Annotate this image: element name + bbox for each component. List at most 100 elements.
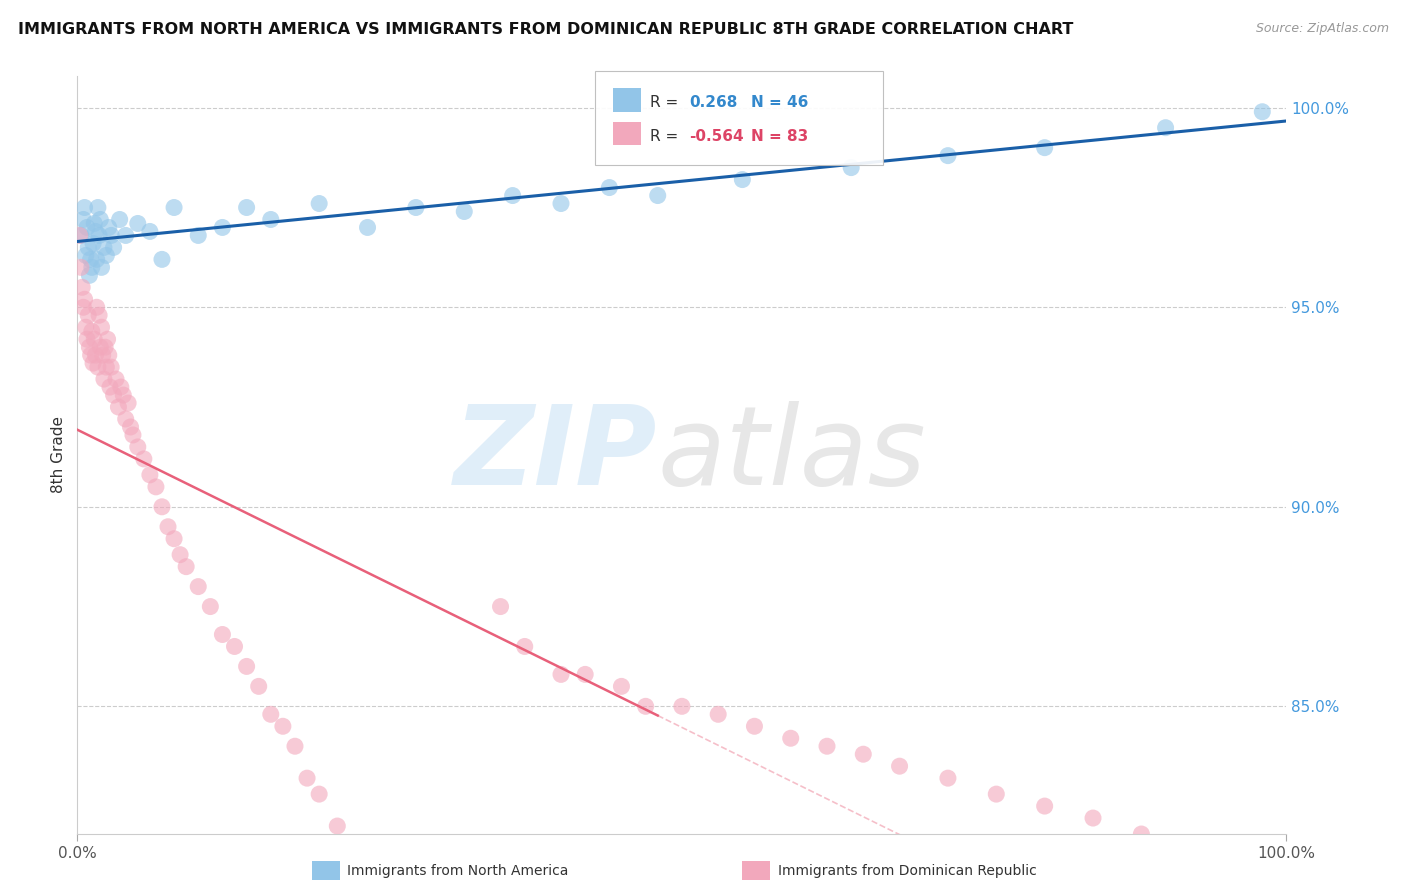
Point [94, 340, 117, 354]
Point [368, 867, 391, 881]
Text: ZIP: ZIP [454, 401, 658, 508]
Point [98, 380, 121, 394]
Point [308, 196, 330, 211]
Point [107, 400, 129, 414]
Point [93, 372, 115, 386]
Text: N = 83: N = 83 [751, 129, 808, 145]
Point [103, 388, 125, 402]
Point [69, 228, 91, 243]
Point [108, 212, 131, 227]
Point [326, 819, 349, 833]
Point [1081, 811, 1104, 825]
Point [80, 260, 103, 275]
Point [260, 212, 283, 227]
Point [405, 201, 427, 215]
Point [79, 268, 101, 283]
Point [132, 451, 155, 466]
Point [114, 412, 136, 426]
Text: Source: ZipAtlas.com: Source: ZipAtlas.com [1256, 22, 1389, 36]
Point [936, 771, 959, 785]
Point [610, 679, 633, 693]
Point [89, 212, 111, 227]
Point [936, 148, 959, 162]
Point [79, 348, 101, 362]
Point [77, 240, 100, 254]
Point [224, 640, 246, 654]
Point [308, 787, 330, 801]
Point [163, 201, 186, 215]
Point [247, 679, 270, 693]
Point [150, 500, 173, 514]
Point [77, 308, 100, 322]
Point [815, 739, 838, 754]
Point [112, 388, 135, 402]
Point [93, 240, 115, 254]
Point [513, 640, 536, 654]
Point [502, 188, 524, 202]
Point [117, 396, 139, 410]
Point [72, 300, 94, 314]
Point [90, 320, 112, 334]
Point [744, 719, 766, 733]
Point [72, 212, 94, 227]
Point [1033, 141, 1056, 155]
Point [91, 348, 114, 362]
Point [70, 280, 93, 294]
Y-axis label: 8th Grade: 8th Grade [51, 417, 66, 493]
Point [169, 548, 191, 562]
Point [70, 228, 93, 243]
Point [145, 480, 167, 494]
Point [76, 332, 98, 346]
Point [105, 372, 128, 386]
Point [139, 224, 162, 238]
Point [100, 360, 122, 375]
Point [157, 520, 180, 534]
Point [489, 599, 512, 614]
Point [986, 787, 1008, 801]
Text: 0.268: 0.268 [689, 95, 737, 111]
Point [139, 467, 162, 482]
Point [83, 332, 105, 346]
Point [73, 293, 96, 307]
Point [83, 217, 105, 231]
Point [96, 360, 118, 375]
Point [97, 220, 120, 235]
Point [87, 228, 110, 243]
Point [103, 240, 125, 254]
Point [75, 320, 97, 334]
Point [550, 667, 572, 681]
Point [76, 220, 98, 235]
Point [122, 428, 145, 442]
Point [671, 699, 693, 714]
Point [174, 559, 197, 574]
Point [110, 380, 132, 394]
Point [87, 201, 110, 215]
Text: -0.564: -0.564 [689, 129, 744, 145]
Point [87, 308, 110, 322]
Point [84, 224, 107, 238]
Point [284, 739, 307, 754]
Text: R =: R = [650, 129, 683, 145]
Point [96, 248, 118, 262]
Point [163, 532, 186, 546]
Point [1154, 120, 1177, 135]
Text: Immigrants from North America: Immigrants from North America [347, 863, 568, 878]
Point [550, 196, 572, 211]
Point [1130, 827, 1153, 841]
Point [75, 248, 97, 262]
Text: N = 46: N = 46 [751, 95, 808, 111]
Point [1178, 838, 1201, 853]
Point [89, 340, 111, 354]
Point [187, 580, 209, 594]
Text: Immigrants from Dominican Republic: Immigrants from Dominican Republic [778, 863, 1036, 878]
Point [356, 220, 378, 235]
Point [211, 220, 233, 235]
Text: IMMIGRANTS FROM NORTH AMERICA VS IMMIGRANTS FROM DOMINICAN REPUBLIC 8TH GRADE CO: IMMIGRANTS FROM NORTH AMERICA VS IMMIGRA… [18, 22, 1074, 37]
Text: R =: R = [650, 95, 683, 111]
Point [634, 699, 657, 714]
Point [453, 204, 475, 219]
Point [84, 348, 107, 362]
Point [260, 707, 283, 722]
Point [889, 759, 911, 773]
Point [344, 838, 367, 853]
